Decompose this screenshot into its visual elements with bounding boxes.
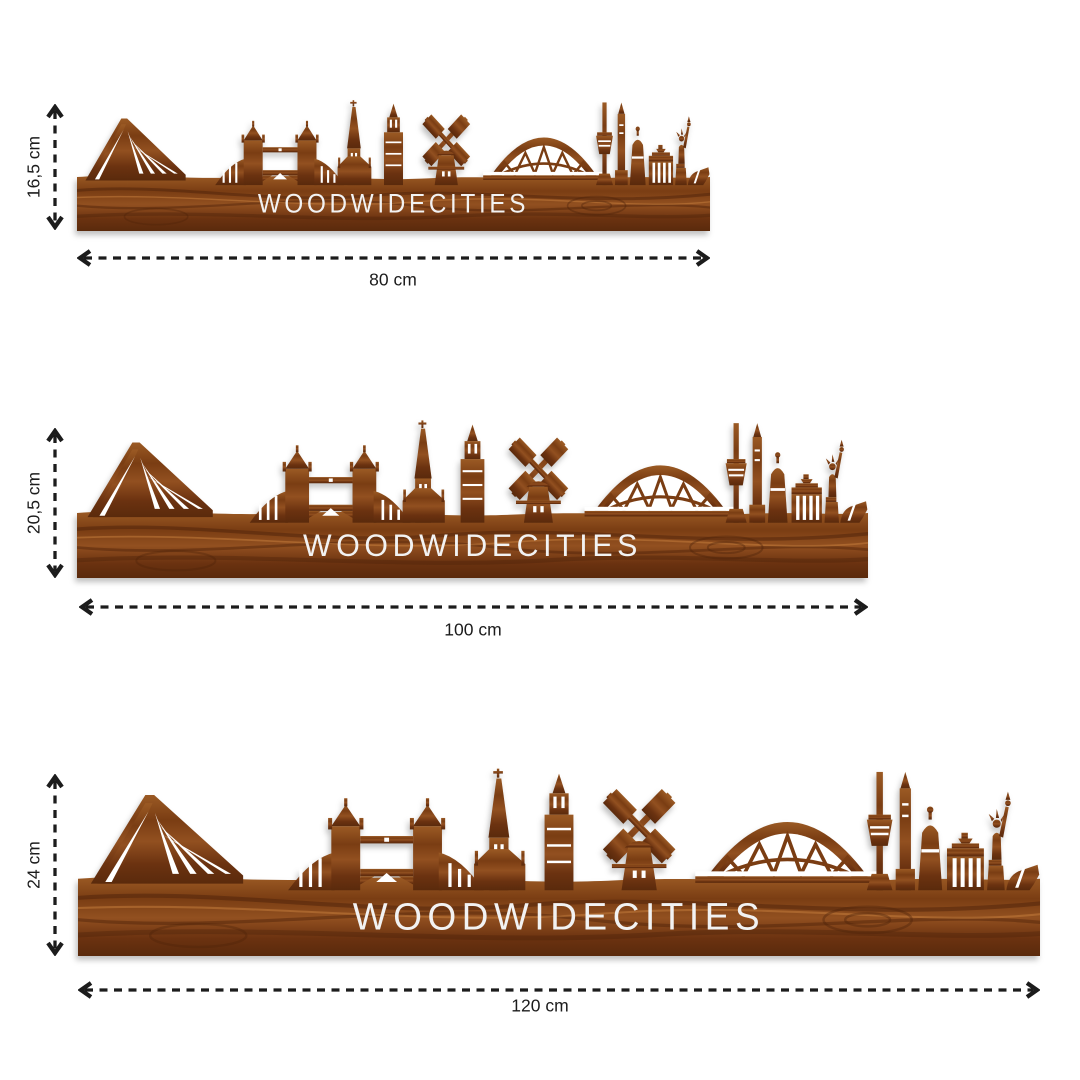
- skyline-artwork-medium: [77, 419, 868, 578]
- height-dimension-arrow-icon-large: [46, 774, 64, 956]
- height-dimension-arrow-icon-small: [46, 104, 64, 230]
- width-dimension-label-small: 80 cm: [369, 269, 417, 290]
- height-dimension-label-small: 16,5 cm: [23, 135, 44, 199]
- width-dimension-arrow-icon-large: [78, 981, 1040, 999]
- height-dimension-arrow-icon-medium: [46, 428, 64, 578]
- width-dimension-arrow-icon-medium: [79, 598, 868, 616]
- skyline-artwork-small: [77, 99, 710, 231]
- width-dimension-arrow-icon-small: [77, 249, 710, 267]
- height-dimension-label-large: 24 cm: [23, 841, 44, 889]
- skyline-artwork-large: [78, 767, 1040, 956]
- width-dimension-label-medium: 100 cm: [444, 619, 502, 640]
- height-dimension-label-medium: 20,5 cm: [23, 471, 44, 535]
- width-dimension-label-large: 120 cm: [511, 995, 569, 1016]
